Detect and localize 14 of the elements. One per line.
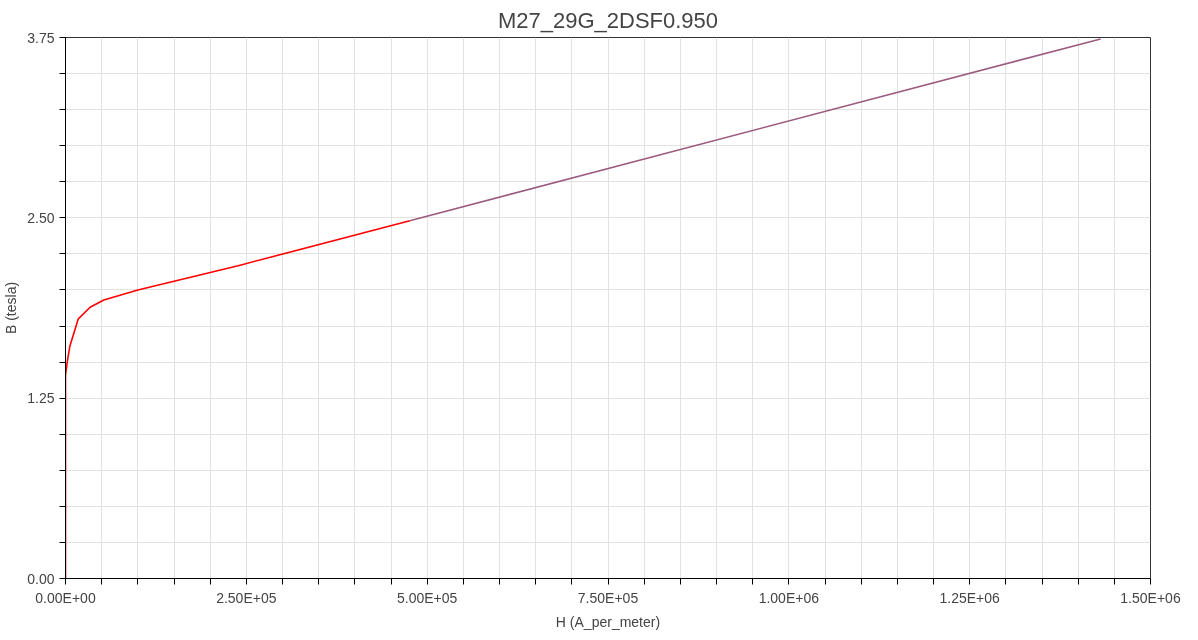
x-tick-label: 1.00E+06 [758, 589, 820, 606]
x-axis-title: H (A_per_meter) [555, 613, 661, 630]
x-tick-label: 7.50E+05 [577, 589, 639, 606]
y-axis-title: B (tesla) [3, 281, 20, 335]
x-tick-label: 1.25E+06 [939, 589, 1001, 606]
y-tick-label: 1.25 [27, 390, 55, 407]
x-tick-label: 2.50E+05 [216, 589, 277, 606]
x-tick-label: 5.00E+05 [397, 589, 458, 606]
x-tick-label: 1.50E+06 [1120, 589, 1181, 606]
x-tick-label: 0.00E+00 [35, 589, 96, 606]
y-tick-label: 2.50 [27, 209, 55, 226]
chart-title: M27_29G_2DSF0.950 [497, 7, 719, 33]
y-tick-label: 0.00 [27, 570, 55, 587]
y-tick-label: 3.75 [27, 29, 55, 46]
